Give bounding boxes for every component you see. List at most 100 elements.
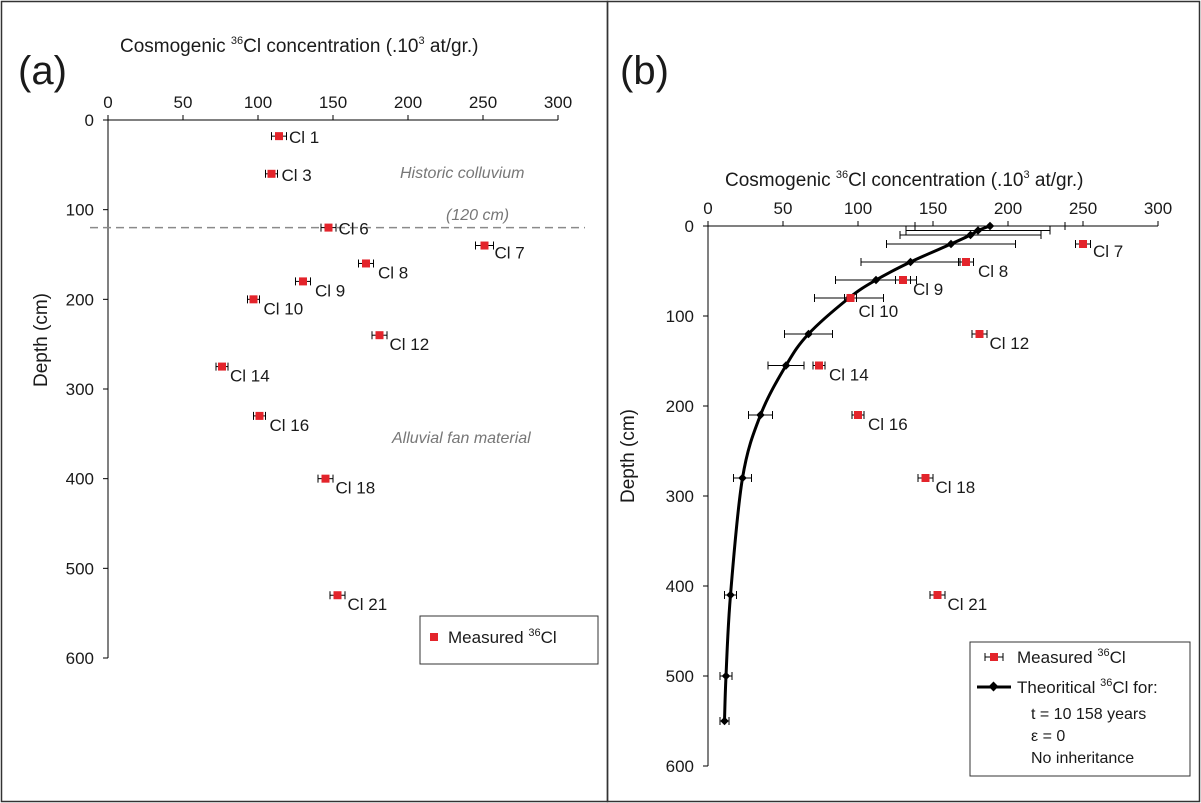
y-tick-label: 300 <box>66 380 94 399</box>
point-label: Cl 9 <box>913 280 943 299</box>
measured-point <box>962 258 970 266</box>
theoretical-curve <box>723 224 991 722</box>
panel-b-legend-box <box>969 641 1191 777</box>
theoretical-point <box>781 361 791 370</box>
y-tick-label: 200 <box>666 397 694 416</box>
y-tick-label: 100 <box>66 201 94 220</box>
x-tick-label: 300 <box>544 93 572 112</box>
x-tick-label: 50 <box>174 93 193 112</box>
x-tick-label: 50 <box>774 199 793 218</box>
point-label: Cl 18 <box>936 478 976 497</box>
y-tick-label: 300 <box>666 487 694 506</box>
theoretical-point <box>738 473 747 483</box>
x-tick-label: 100 <box>844 199 872 218</box>
panel-a-x-axis-title: Cosmogenic 36Cl concentration (.103 at/g… <box>120 35 478 57</box>
panel-b-label: (b) <box>620 49 669 93</box>
measured-point <box>255 411 264 420</box>
x-tick-label: 150 <box>319 93 347 112</box>
panel-b-legend-theoretical-label: Theoritical 36Cl for: <box>1017 677 1158 697</box>
panel-a: (a) Cosmogenic 36Cl concentration (.103 … <box>18 35 599 668</box>
theoretical-point <box>804 329 813 339</box>
measured-point <box>1079 240 1087 248</box>
y-tick-label: 500 <box>666 667 694 686</box>
theoretical-point <box>726 590 735 600</box>
measured-point <box>921 474 930 482</box>
measured-point <box>218 362 226 371</box>
point-label: Cl 12 <box>390 335 430 354</box>
y-tick-label: 400 <box>66 470 94 489</box>
panel-a-x-axis: 0 50 100 150 200 250 300 <box>103 93 572 121</box>
theoretical-point <box>985 221 995 231</box>
panel-b-y-axis: 0 100 200 300 400 500 600 <box>666 217 709 776</box>
panel-b: (b) Cosmogenic 36Cl concentration (.103 … <box>618 49 1191 777</box>
point-label: Cl 16 <box>868 415 908 434</box>
measured-point <box>275 132 283 141</box>
measured-point <box>267 169 276 178</box>
panel-a-y-axis-title: Depth (cm) <box>31 293 52 387</box>
panel-a-label: (a) <box>18 49 67 93</box>
x-tick-label: 200 <box>994 199 1022 218</box>
y-tick-label: 400 <box>666 577 694 596</box>
panel-a-legend-box <box>419 615 599 665</box>
measured-point <box>815 361 823 370</box>
measured-point <box>480 241 489 250</box>
panel-b-legend-theoretical-marker <box>988 681 999 692</box>
point-label: Cl 10 <box>264 299 304 318</box>
x-tick-label: 300 <box>1144 199 1172 218</box>
x-tick-label: 250 <box>1069 199 1097 218</box>
theoretical-point <box>720 716 729 726</box>
x-tick-label: 150 <box>919 199 947 218</box>
point-label: Cl 8 <box>978 262 1008 281</box>
x-tick-label: 0 <box>103 93 112 112</box>
panel-a-annotation-boundary: (120 cm) <box>446 207 509 224</box>
measured-point <box>846 294 855 302</box>
y-tick-label: 600 <box>66 649 94 668</box>
y-tick-label: 500 <box>66 559 94 578</box>
point-label: Cl 21 <box>348 595 388 614</box>
point-label: Cl 14 <box>230 367 270 386</box>
point-label: Cl 3 <box>282 166 312 185</box>
measured-point <box>975 330 984 338</box>
panel-b-x-axis-title: Cosmogenic 36Cl concentration (.103 at/g… <box>725 169 1083 191</box>
panel-b-y-axis-title: Depth (cm) <box>618 409 639 503</box>
point-label: Cl 18 <box>336 479 376 498</box>
panel-b-x-axis: 0 50 100 150 200 250 300 <box>703 199 1172 227</box>
panel-a-annotation-fan: Alluvial fan material <box>391 430 531 447</box>
measured-point <box>249 295 258 304</box>
point-label: Cl 6 <box>339 220 369 239</box>
point-label: Cl 14 <box>829 366 869 385</box>
theoretical-point <box>756 410 765 420</box>
x-tick-label: 100 <box>244 93 272 112</box>
measured-point <box>299 277 307 286</box>
panel-b-legend-measured-marker <box>990 653 998 661</box>
y-tick-label: 200 <box>66 290 94 309</box>
measured-point <box>362 259 370 268</box>
point-label: Cl 8 <box>378 263 408 282</box>
panel-b-legend-line1: t = 10 158 years <box>1031 706 1146 723</box>
panel-a-points: Cl 1 Cl 3 Cl 6 Cl 7 Cl 8 Cl 9 Cl 10 Cl 12 Cl 14 C… <box>215 128 525 614</box>
measured-point <box>854 411 862 419</box>
panel-b-legend: Measured 36Cl Theoritical 36Cl for: t = … <box>969 641 1191 777</box>
panel-b-legend-line2: ε = 0 <box>1031 728 1065 745</box>
x-tick-label: 200 <box>394 93 422 112</box>
theoretical-point <box>721 671 731 681</box>
theoretical-point <box>906 257 915 267</box>
measured-point <box>933 591 942 599</box>
point-label: Cl 7 <box>1093 242 1123 261</box>
measured-point <box>321 474 330 483</box>
point-label: Cl 7 <box>495 244 525 263</box>
panel-a-legend: Measured 36Cl <box>419 615 599 665</box>
panel-b-frame <box>606 0 1201 803</box>
y-tick-label: 100 <box>666 307 694 326</box>
measured-point <box>324 223 333 232</box>
x-tick-label: 0 <box>703 199 712 218</box>
point-label: Cl 16 <box>270 416 310 435</box>
panel-b-points: Cl 7 Cl 8 Cl 9 Cl 10 Cl 12 Cl 14 Cl 16 Cl 18 Cl … <box>812 240 1123 614</box>
point-label: Cl 1 <box>289 128 319 147</box>
panel-b-legend-line3: No inheritance <box>1031 750 1134 767</box>
panel-a-annotation-colluvium: Historic colluvium <box>400 165 524 182</box>
point-label: Cl 21 <box>948 595 988 614</box>
point-label: Cl 9 <box>315 281 345 300</box>
point-label: Cl 12 <box>990 334 1030 353</box>
